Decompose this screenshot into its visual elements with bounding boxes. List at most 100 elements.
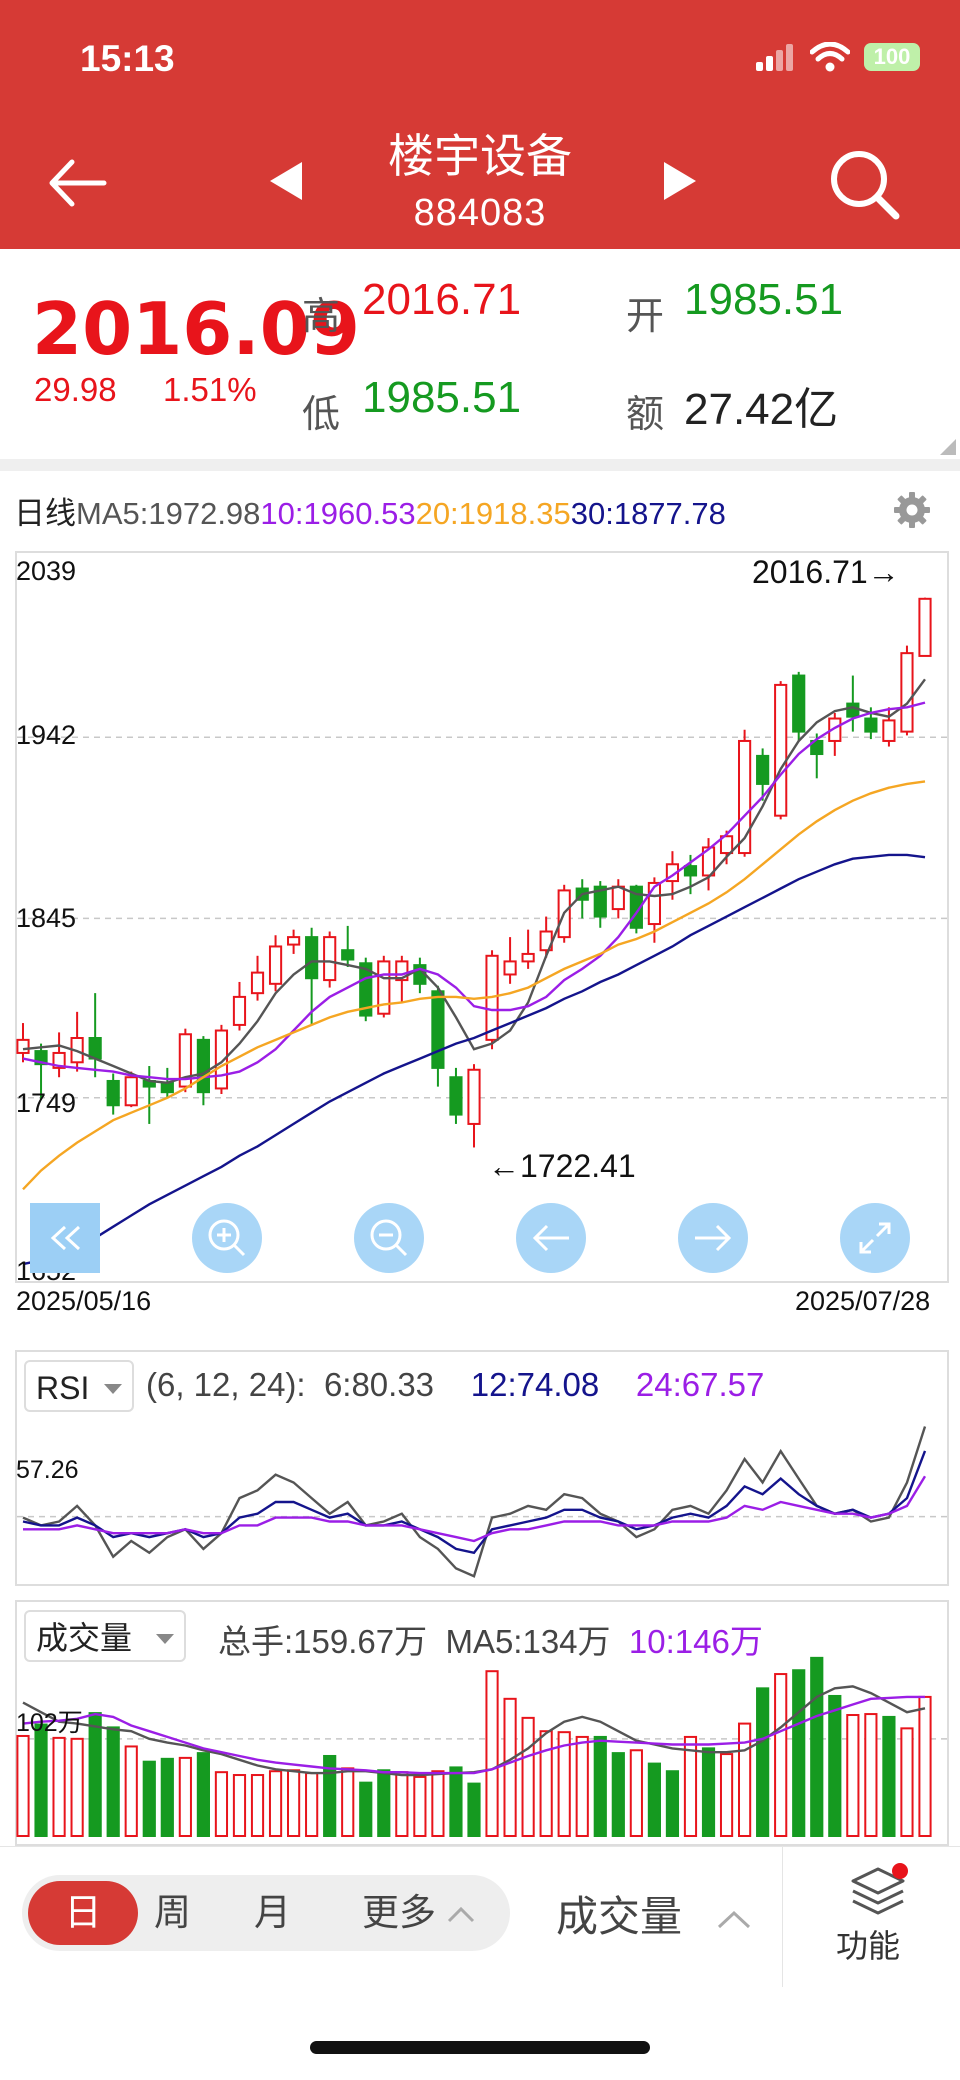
- candle-body: [52, 1051, 66, 1069]
- high-label: 高: [302, 296, 341, 338]
- candle-body: [287, 936, 301, 946]
- candle-body: [864, 717, 878, 733]
- home-indicator: [310, 2041, 650, 2054]
- ma5-label: MA5:1972.98: [76, 496, 261, 531]
- volume-bar: [900, 1727, 914, 1838]
- stock-code: 884083: [413, 192, 547, 234]
- candle-body: [738, 739, 752, 855]
- rsi-panel: [15, 1350, 949, 1586]
- volume-bar: [539, 1730, 553, 1838]
- volume-bar: [52, 1736, 66, 1837]
- volume-bar: [377, 1769, 391, 1838]
- expand-icon: [859, 1222, 891, 1254]
- app-header: 15:13 100 楼宇设备 884083: [0, 0, 960, 249]
- period-more-button[interactable]: 更多: [362, 1875, 476, 1951]
- rsi-line-24: [23, 1475, 927, 1543]
- volume-bar: [160, 1757, 174, 1837]
- indicator-switch-button[interactable]: 成交量: [556, 1883, 752, 1944]
- rsi24-value: 24:67.57: [635, 1366, 765, 1403]
- volume-bar: [305, 1772, 319, 1838]
- volume-bar: [341, 1767, 355, 1837]
- prev-stock-icon[interactable]: [268, 160, 304, 202]
- volume-bar: [593, 1735, 607, 1837]
- volume-bar: [846, 1714, 860, 1837]
- chevron-up-icon: [717, 1910, 750, 1929]
- y-tick-label: 1749: [16, 1088, 77, 1118]
- ma-line-20: [22, 780, 926, 1191]
- volume-select-label: 成交量: [36, 1620, 133, 1656]
- candle-body: [250, 971, 265, 995]
- period-day-button[interactable]: 日: [28, 1881, 138, 1945]
- current-price: 2016.09: [32, 287, 360, 371]
- low-marker: ←1722.41: [488, 1148, 636, 1184]
- low-value: 1985.51: [362, 373, 522, 422]
- period-more-label: 更多: [362, 1892, 436, 1933]
- stock-name: 楼宇设备: [388, 130, 572, 182]
- wifi-icon: [810, 42, 850, 72]
- candle-body: [323, 936, 337, 982]
- scroll-right-button[interactable]: [678, 1203, 748, 1273]
- candle-body: [395, 960, 409, 982]
- volume-bar: [738, 1722, 752, 1838]
- candle-body: [593, 885, 607, 918]
- candlestick-chart[interactable]: [0, 0, 960, 1300]
- scroll-left-fast-button[interactable]: [30, 1203, 100, 1273]
- volume-bar: [719, 1753, 734, 1838]
- gear-icon[interactable]: [892, 490, 932, 530]
- rsi-indicator-select[interactable]: RSI: [24, 1360, 134, 1412]
- y-tick-label: 2039: [16, 556, 77, 586]
- rsi-level-label: 57.26: [16, 1456, 79, 1484]
- volume-ma-line-10: [22, 1695, 925, 1775]
- open-label: 开: [626, 296, 665, 338]
- volume-bar: [828, 1694, 842, 1837]
- x-start-label: 2025/05/16: [16, 1286, 152, 1316]
- volume-bar: [142, 1760, 156, 1837]
- volume-bar: [701, 1747, 716, 1838]
- arrow-right-icon: [695, 1224, 732, 1252]
- candle-body: [106, 1079, 120, 1107]
- layers-icon: [851, 1863, 908, 1915]
- amount-value: 27.42亿: [684, 385, 839, 434]
- volume-bar: [683, 1735, 698, 1837]
- candle-body: [828, 717, 842, 742]
- volume-legend: 总手:159.67万 MA5:134万 10:146万: [218, 1615, 763, 1663]
- amount-label: 额: [626, 394, 665, 436]
- function-button[interactable]: 功能: [830, 1863, 930, 1973]
- volume-bar: [792, 1669, 806, 1837]
- volume-bar: [16, 1734, 30, 1837]
- volume-bar: [575, 1735, 589, 1837]
- candle-body: [810, 739, 824, 756]
- volume-bar: [810, 1656, 824, 1838]
- candle-body: [449, 1076, 463, 1116]
- battery-icon: 100: [864, 43, 920, 71]
- volume-indicator-select[interactable]: 成交量: [24, 1610, 186, 1662]
- scroll-left-button[interactable]: [516, 1203, 586, 1273]
- volume-bar: [756, 1687, 770, 1838]
- volume-bar: [70, 1737, 84, 1837]
- indicator-label: 成交量: [556, 1893, 683, 1940]
- volume-bar: [359, 1781, 373, 1837]
- back-arrow-icon[interactable]: [44, 148, 114, 218]
- fullscreen-button[interactable]: [840, 1203, 910, 1273]
- volume-bar: [611, 1752, 625, 1838]
- zoom-out-button[interactable]: [354, 1203, 424, 1273]
- candle-body: [341, 949, 355, 961]
- candlestick-panel[interactable]: [15, 551, 949, 1283]
- volume-chart: [16, 1656, 947, 1838]
- double-chevron-left-icon: [50, 1225, 81, 1251]
- volume-panel: [15, 1600, 949, 1846]
- search-icon[interactable]: [826, 146, 902, 222]
- zoom-in-button[interactable]: [192, 1203, 262, 1273]
- period-month-button[interactable]: 月: [254, 1892, 291, 1933]
- period-week-button[interactable]: 周: [154, 1892, 191, 1933]
- toolbar-divider: [782, 1847, 783, 1987]
- volume-bar: [323, 1754, 337, 1838]
- candle-body: [34, 1050, 48, 1066]
- corner-expand-icon: [940, 439, 956, 455]
- rsi6-value: 6:80.33: [323, 1366, 435, 1403]
- next-stock-icon[interactable]: [662, 160, 698, 202]
- candle-body: [503, 960, 517, 976]
- candle-body: [647, 881, 661, 926]
- ma-line-10: [22, 701, 926, 1081]
- section-divider: [0, 459, 960, 471]
